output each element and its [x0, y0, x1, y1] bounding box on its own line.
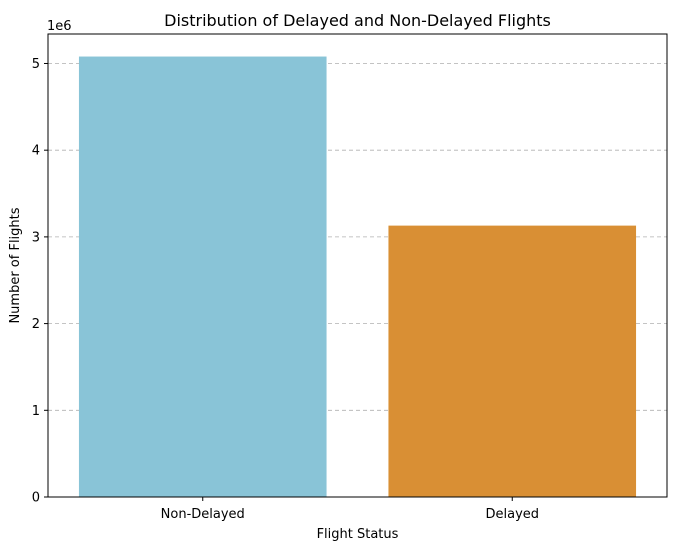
- x-tick-label: Delayed: [485, 507, 539, 522]
- y-tick-label: 3: [32, 230, 40, 245]
- chart-title: Distribution of Delayed and Non-Delayed …: [164, 11, 551, 30]
- y-axis-ticks: 0 1 2 3 4 5: [32, 57, 48, 506]
- y-tick-label: 5: [32, 57, 40, 72]
- x-tick-label: Non-Delayed: [161, 507, 245, 522]
- x-axis-ticks: Non-Delayed Delayed: [161, 497, 539, 522]
- bar-delayed: [388, 225, 637, 498]
- y-tick-label: 2: [32, 317, 40, 332]
- bars: [78, 56, 637, 498]
- y-axis-label: Number of Flights: [8, 207, 23, 323]
- plot-frame: [47, 33, 668, 498]
- x-axis-label: Flight Status: [317, 527, 399, 542]
- y-axis-offset-label: 1e6: [47, 19, 72, 34]
- y-tick-label: 1: [32, 404, 40, 419]
- bar-non-delayed: [78, 56, 327, 498]
- gridlines: [48, 63, 667, 411]
- y-tick-label: 4: [32, 144, 40, 159]
- y-tick-label: 0: [32, 491, 40, 506]
